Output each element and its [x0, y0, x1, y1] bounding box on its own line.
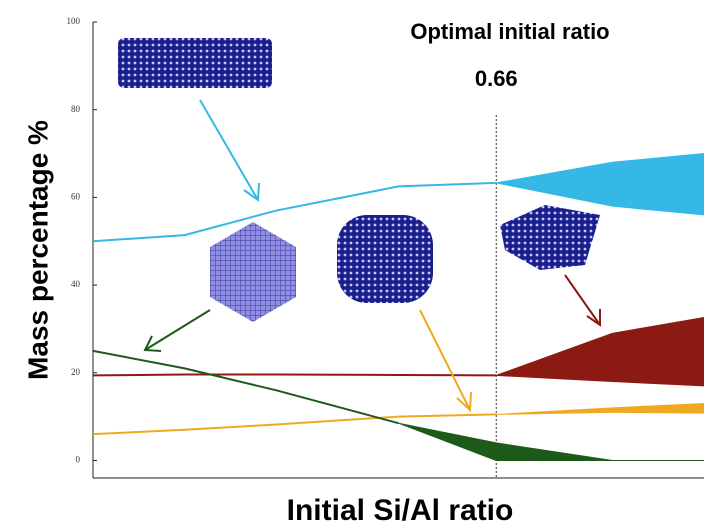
- arrow: [564, 274, 601, 327]
- arrow: [199, 99, 260, 202]
- arrows: [143, 99, 601, 413]
- annotation: Optimal initial ratio: [410, 19, 609, 44]
- series-line: [92, 413, 497, 436]
- arrow: [419, 309, 472, 413]
- arrow: [143, 309, 211, 352]
- y-tick-label: 0: [76, 455, 81, 465]
- hexagon-image: [210, 222, 296, 322]
- band: [398, 422, 704, 461]
- series-line: [92, 181, 497, 243]
- cube-image: [337, 215, 433, 303]
- y-tick-label: 20: [71, 367, 81, 377]
- illustrations: [118, 38, 600, 322]
- band: [496, 317, 704, 387]
- band: [496, 402, 704, 415]
- y-tick-label: 80: [71, 104, 81, 114]
- nanotube-image: [118, 38, 272, 88]
- y-axis-label: Mass percentage %: [22, 120, 53, 380]
- x-axis-label: Initial Si/Al ratio: [287, 494, 514, 527]
- band: [496, 153, 704, 216]
- y-tick-label: 100: [67, 16, 81, 26]
- y-tick-label: 40: [71, 279, 81, 289]
- optimal-value: 0.66: [475, 66, 518, 91]
- sheet-image: [500, 205, 600, 270]
- series-line: [92, 373, 497, 377]
- y-tick-label: 60: [71, 191, 81, 201]
- series-line: [92, 349, 399, 425]
